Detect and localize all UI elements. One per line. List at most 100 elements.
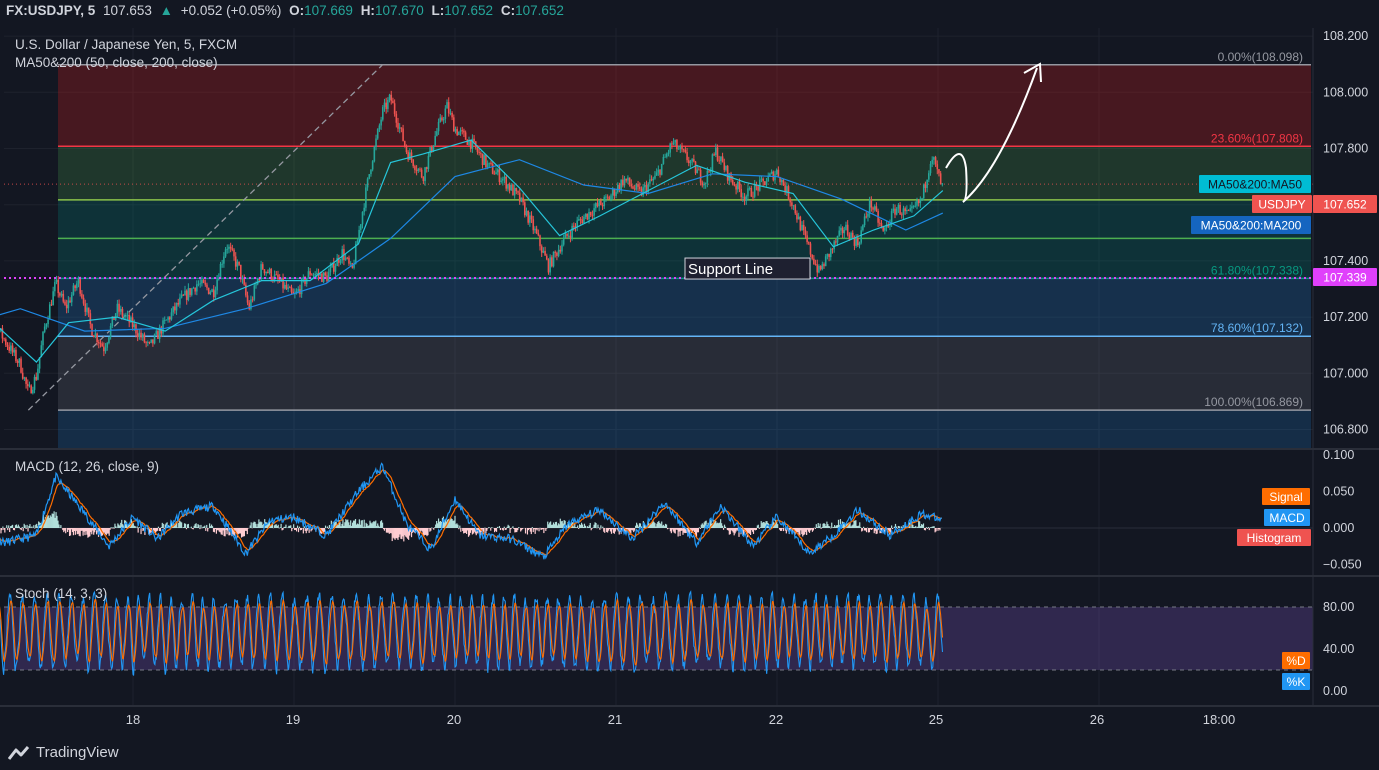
candle-body xyxy=(569,235,572,238)
macd-histogram-bar xyxy=(898,526,900,528)
candle-body xyxy=(179,297,181,305)
macd-histogram-bar xyxy=(728,528,730,535)
macd-histogram-bar xyxy=(198,525,200,528)
candle-body xyxy=(682,149,685,151)
candle-body xyxy=(764,181,766,186)
candle-body xyxy=(30,385,32,394)
macd-histogram-bar xyxy=(262,524,264,528)
symbol-badge[interactable]: USDJPY xyxy=(1252,195,1312,213)
macd-histogram-bar xyxy=(206,524,208,528)
macd-histogram-bar xyxy=(295,528,297,530)
macd-histogram-bar xyxy=(88,528,90,537)
ma-indicator-legend[interactable]: MA50&200 (50, close, 200, close) xyxy=(15,55,218,70)
macd-pane[interactable] xyxy=(0,462,1313,560)
macd-histogram-bar xyxy=(750,528,753,531)
macd-histogram-bar xyxy=(192,528,194,530)
tradingview-brand[interactable]: TradingView xyxy=(8,744,119,761)
macd-histogram-bar xyxy=(627,528,629,530)
macd-histogram-bar xyxy=(367,526,369,528)
main-legend-title[interactable]: U.S. Dollar / Japanese Yen, 5, FXCM xyxy=(15,37,238,52)
candle-body xyxy=(165,319,168,321)
macd-legend[interactable]: MACD (12, 26, close, 9) xyxy=(15,459,160,474)
ma200-badge[interactable]: MA50&200:MA200 xyxy=(1191,216,1311,234)
candle-body xyxy=(255,284,257,286)
candle-body xyxy=(349,263,352,265)
macd-histogram-bar xyxy=(921,524,924,528)
macd-histogram-bar xyxy=(873,528,875,534)
stoch-legend[interactable]: Stoch (14, 3, 3) xyxy=(15,586,108,601)
candle-body xyxy=(897,204,900,209)
macd-histogram-bar xyxy=(824,523,826,528)
macd-histogram-bar xyxy=(816,527,818,528)
macd-histogram-bar xyxy=(308,528,310,533)
candle-body xyxy=(327,272,330,282)
candle-body xyxy=(415,169,418,171)
support-label-text[interactable]: Support Line xyxy=(688,261,773,278)
macd-histogram-bar xyxy=(183,523,186,528)
macd-histogram-bar xyxy=(393,528,395,539)
candle-body xyxy=(206,284,208,288)
macd-histogram-bar xyxy=(90,528,92,533)
macd-histogram-bar xyxy=(462,528,464,532)
macd-histogram-bar xyxy=(182,527,185,528)
macd-badge[interactable]: MACD xyxy=(1264,509,1310,526)
candle-body xyxy=(731,179,734,185)
macd-histogram-bar xyxy=(933,526,935,528)
macd-histogram-bar xyxy=(459,525,461,528)
candle-body xyxy=(664,156,666,158)
macd-histogram-bar xyxy=(221,528,223,535)
stoch-k-badge[interactable]: %K xyxy=(1282,673,1310,690)
macd-histogram-bar xyxy=(911,521,913,528)
current-price-badge[interactable]: 107.652 xyxy=(1313,195,1377,213)
macd-histogram-bar xyxy=(555,521,558,528)
candle-body xyxy=(322,272,325,282)
macd-histogram-bar xyxy=(546,528,548,529)
candle-body xyxy=(835,241,837,243)
candle-body xyxy=(469,140,472,149)
macd-histogram-bar xyxy=(154,528,157,535)
macd-histogram-bar xyxy=(405,528,407,537)
macd-histogram-bar xyxy=(548,524,550,528)
macd-histogram-bar xyxy=(448,520,450,528)
macd-histogram-bar xyxy=(801,528,803,535)
signal-badge[interactable]: Signal xyxy=(1262,488,1310,505)
support-price-badge[interactable]: 107.339 xyxy=(1313,268,1377,286)
stoch-d-badge[interactable]: %D xyxy=(1282,652,1310,669)
macd-histogram-bar xyxy=(937,528,939,531)
macd-histogram-bar xyxy=(700,524,702,528)
candle-body xyxy=(863,216,866,226)
candle-body xyxy=(223,256,225,264)
macd-histogram-bar xyxy=(138,526,140,528)
macd-histogram-bar xyxy=(119,525,121,528)
candle-body xyxy=(709,170,712,172)
high-label: H: xyxy=(360,3,375,18)
candle-body xyxy=(175,303,178,311)
macd-histogram-bar xyxy=(106,528,108,534)
macd-histogram-bar xyxy=(876,528,878,534)
ma50-badge[interactable]: MA50&200:MA50 xyxy=(1199,175,1311,193)
candle-body xyxy=(895,208,898,215)
macd-histogram-bar xyxy=(57,520,59,528)
macd-histogram-bar xyxy=(401,528,403,540)
main-price-pane[interactable]: 0.00%(108.098) 23.60%(107.808) 61.80%(107.… xyxy=(0,28,1379,705)
macd-histogram-bar xyxy=(342,519,344,528)
stochastic-pane[interactable] xyxy=(0,590,1313,676)
support-label-box xyxy=(684,257,811,280)
macd-histogram-bar xyxy=(267,522,270,528)
candle-body xyxy=(481,153,484,165)
macd-histogram-bar xyxy=(171,523,173,528)
macd-histogram-bar xyxy=(419,528,421,534)
macd-histogram-bar xyxy=(791,528,793,534)
histogram-badge[interactable]: Histogram xyxy=(1237,529,1311,546)
macd-histogram-bar xyxy=(811,528,814,532)
symbol-name[interactable]: FX:USDJPY, 5 xyxy=(6,3,96,18)
macd-histogram-bar xyxy=(761,523,763,528)
candle-body xyxy=(218,278,220,280)
candle-body xyxy=(911,206,913,209)
macd-histogram-bar xyxy=(729,528,731,535)
macd-histogram-bar xyxy=(674,528,676,534)
candle-body xyxy=(216,279,218,291)
macd-histogram-bar xyxy=(456,523,458,528)
macd-histogram-bar xyxy=(366,523,368,528)
